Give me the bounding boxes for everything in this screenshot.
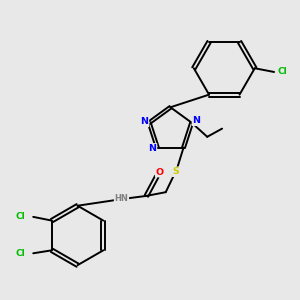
Text: S: S [172, 167, 179, 176]
Text: Cl: Cl [15, 212, 25, 221]
Text: N: N [193, 116, 200, 125]
Text: N: N [148, 144, 157, 153]
Text: Cl: Cl [278, 68, 287, 76]
Text: Cl: Cl [15, 249, 25, 258]
Text: N: N [140, 117, 148, 126]
Text: O: O [156, 168, 164, 177]
Text: HN: HN [115, 194, 128, 203]
